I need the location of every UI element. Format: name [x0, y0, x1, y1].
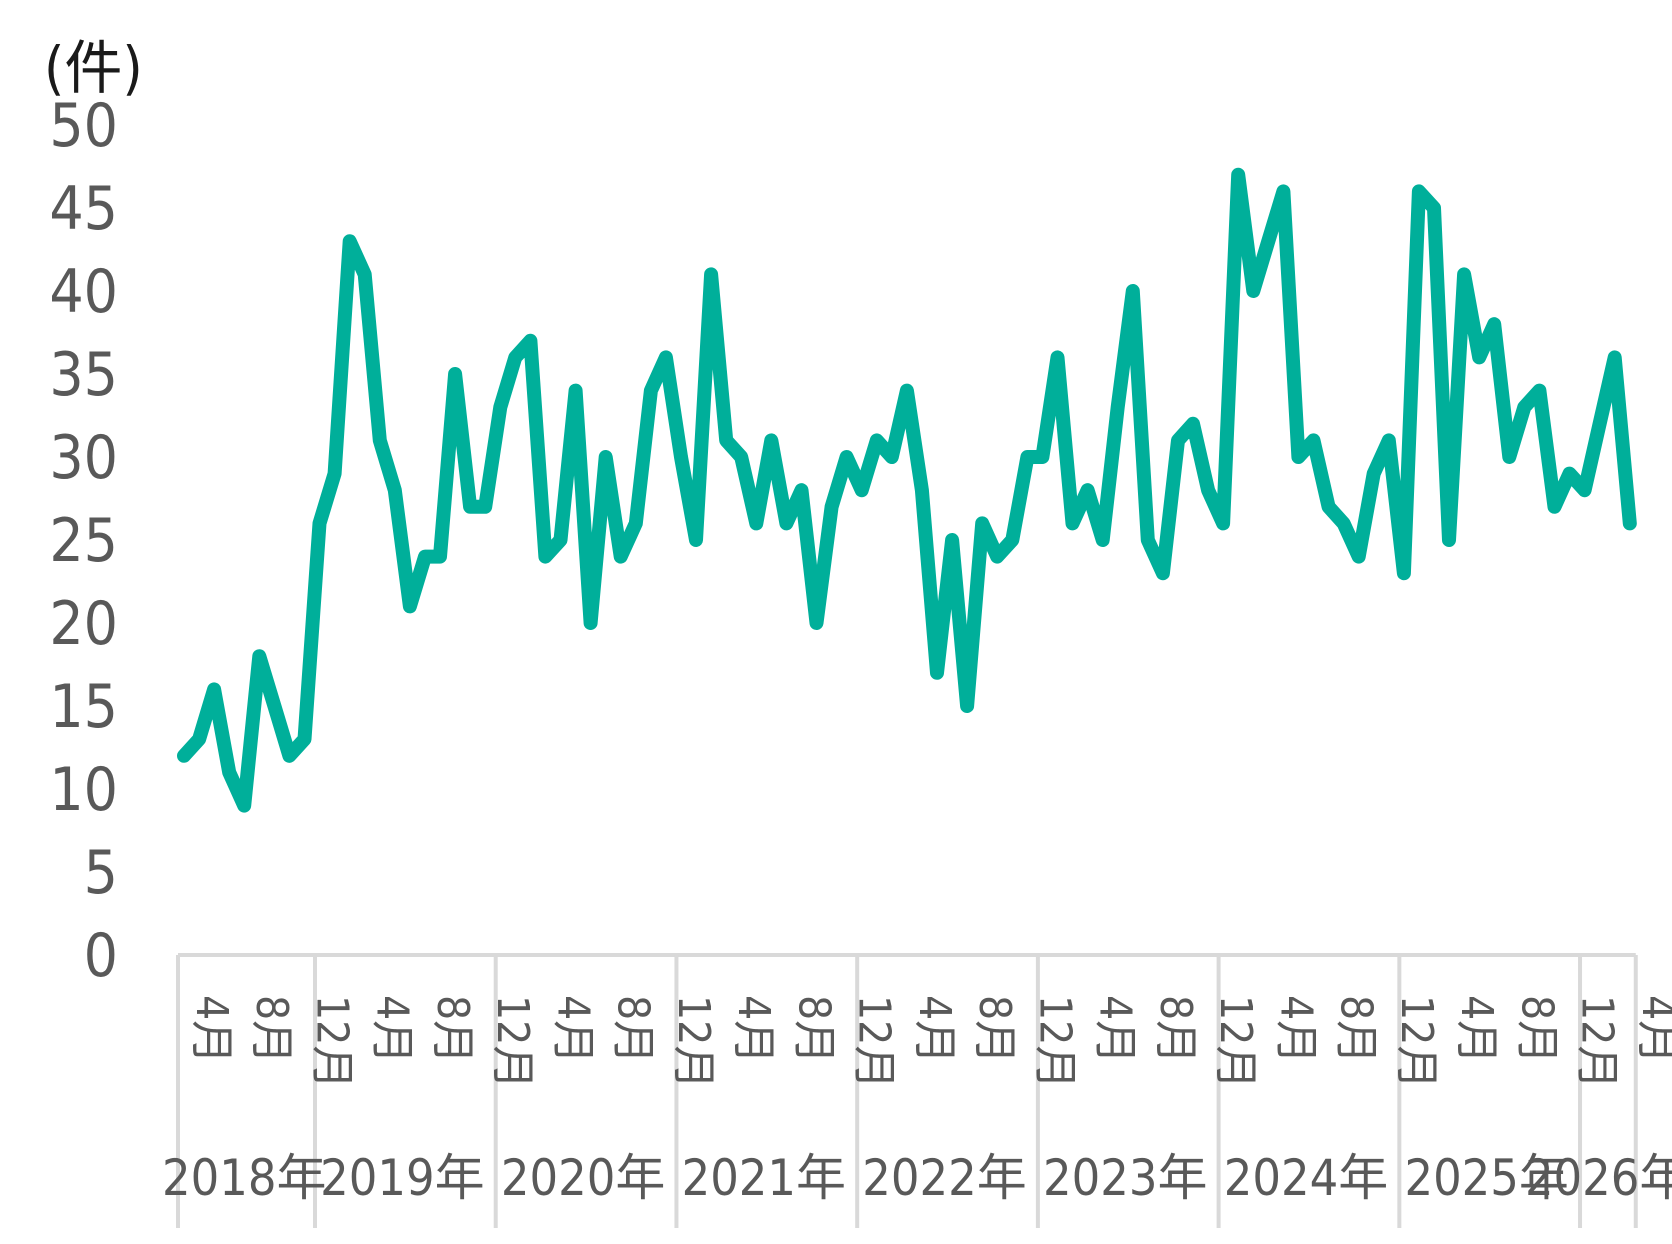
y-tick-label: 5 — [84, 838, 118, 908]
x-axis — [176, 953, 1638, 1228]
x-month-label: 8月 — [1331, 995, 1382, 1064]
y-tick-label: 0 — [84, 921, 118, 991]
y-tick-label: 15 — [49, 672, 118, 742]
x-month-label: 8月 — [608, 995, 659, 1064]
x-month-label: 8月 — [427, 995, 478, 1064]
x-month-label: 12月 — [1391, 995, 1442, 1089]
y-tick-label: 30 — [49, 423, 118, 493]
x-month-label: 8月 — [788, 995, 839, 1064]
x-month-label: 12月 — [1572, 995, 1623, 1089]
x-year-label: 2026年 — [1525, 1149, 1672, 1207]
x-year-label: 2019年 — [320, 1149, 484, 1207]
y-tick-label: 50 — [49, 91, 118, 161]
y-tick-label: 35 — [49, 340, 118, 410]
x-year-label: 2020年 — [501, 1149, 665, 1207]
x-year-label: 2022年 — [862, 1149, 1026, 1207]
series-line-group — [177, 167, 1637, 813]
y-tick-label: 20 — [49, 589, 118, 659]
x-month-label: 12月 — [1029, 995, 1080, 1089]
x-month-label: 8月 — [1511, 995, 1562, 1064]
x-year-label: 2018年 — [162, 1149, 326, 1207]
x-month-label: 4月 — [367, 995, 418, 1064]
x-year-label: 2023年 — [1043, 1149, 1207, 1207]
x-month-label: 12月 — [668, 995, 719, 1089]
x-year-label: 2024年 — [1224, 1149, 1388, 1207]
x-month-label: 4月 — [728, 995, 779, 1064]
x-year-label: 2025年 — [1404, 1149, 1568, 1207]
x-axis-month-labels: 4月 8月 12月 4月 8月 12月 4月 8月 12月 4月 8月 12月 4月 8月 12月 4月 8月 1… — [186, 995, 1672, 1089]
x-month-label: 12月 — [306, 995, 357, 1089]
y-tick-label: 45 — [49, 174, 118, 244]
y-tick-label: 40 — [49, 257, 118, 327]
x-month-label: 8月 — [246, 995, 297, 1064]
x-month-label: 4月 — [1451, 995, 1502, 1064]
x-month-label: 4月 — [1632, 995, 1672, 1064]
x-month-label: 4月 — [1270, 995, 1321, 1064]
series-line — [177, 167, 1637, 813]
y-axis-ticks: 0 5 10 15 20 25 30 35 40 45 50 — [49, 91, 118, 991]
x-month-label: 4月 — [547, 995, 598, 1064]
x-month-label: 8月 — [969, 995, 1020, 1064]
y-tick-label: 10 — [49, 755, 118, 825]
x-month-label: 12月 — [487, 995, 538, 1089]
x-month-label: 12月 — [1210, 995, 1261, 1089]
x-month-label: 4月 — [186, 995, 237, 1064]
x-month-label: 4月 — [909, 995, 960, 1064]
x-month-label: 12月 — [849, 995, 900, 1089]
x-year-label: 2021年 — [682, 1149, 846, 1207]
x-month-label: 4月 — [1090, 995, 1141, 1064]
x-month-label: 8月 — [1150, 995, 1201, 1064]
y-tick-label: 25 — [49, 506, 118, 576]
y-axis-unit-label: (件) — [44, 34, 143, 102]
